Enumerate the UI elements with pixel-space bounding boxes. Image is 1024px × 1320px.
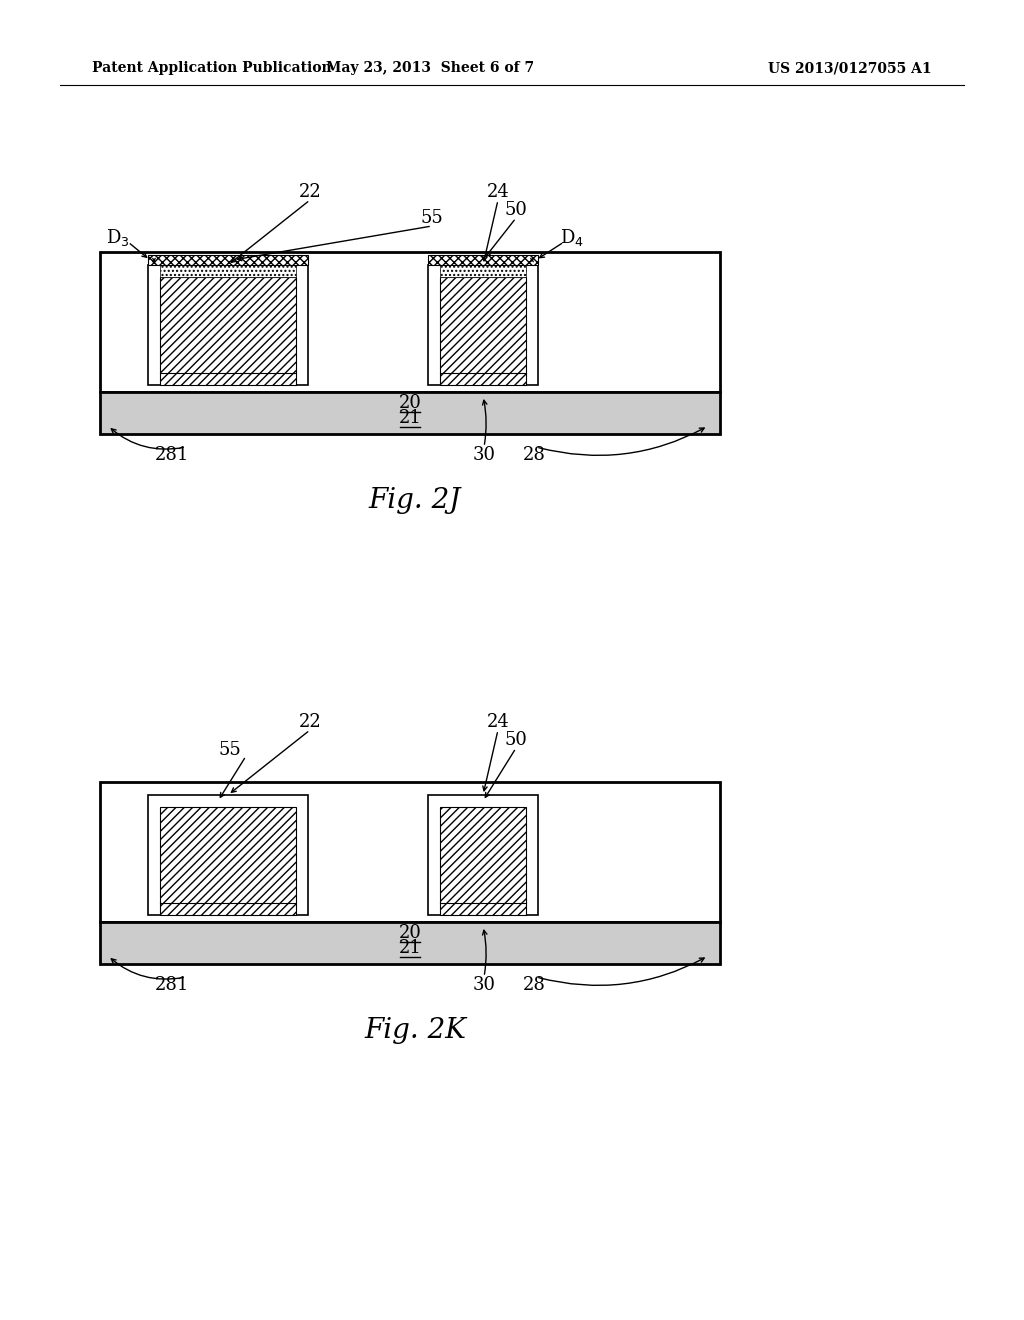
Text: 55: 55 <box>421 209 443 227</box>
Bar <box>440 277 526 385</box>
Bar <box>428 255 538 265</box>
Text: 22: 22 <box>299 183 322 201</box>
Bar <box>428 265 538 385</box>
Text: D$_4$: D$_4$ <box>560 227 584 248</box>
Text: 281: 281 <box>155 975 189 994</box>
Text: 30: 30 <box>472 446 496 465</box>
Text: 21: 21 <box>398 939 422 957</box>
Bar <box>160 265 296 277</box>
Bar <box>100 252 720 392</box>
Bar <box>428 795 538 915</box>
Bar <box>148 255 308 265</box>
Text: 28: 28 <box>522 975 546 994</box>
Text: 21: 21 <box>398 409 422 426</box>
Bar <box>160 277 296 385</box>
Text: Patent Application Publication: Patent Application Publication <box>92 61 332 75</box>
Text: 28: 28 <box>522 446 546 465</box>
Text: 24: 24 <box>486 183 509 201</box>
Text: 281: 281 <box>155 446 189 465</box>
Text: 50: 50 <box>505 201 527 219</box>
Bar <box>100 781 720 921</box>
Bar <box>440 807 526 915</box>
Bar <box>440 265 526 277</box>
Text: Fig. 2J: Fig. 2J <box>369 487 461 513</box>
Bar <box>148 265 308 385</box>
Bar <box>160 807 296 915</box>
Text: D$_3$: D$_3$ <box>106 227 130 248</box>
Text: 55: 55 <box>219 741 242 759</box>
Text: Fig. 2K: Fig. 2K <box>364 1016 466 1044</box>
Text: 20: 20 <box>398 393 422 412</box>
Text: 24: 24 <box>486 713 509 731</box>
Bar <box>148 795 308 915</box>
Text: 22: 22 <box>299 713 322 731</box>
Text: May 23, 2013  Sheet 6 of 7: May 23, 2013 Sheet 6 of 7 <box>326 61 535 75</box>
Text: 30: 30 <box>472 975 496 994</box>
Bar <box>100 392 720 434</box>
Bar <box>100 921 720 964</box>
Text: 50: 50 <box>505 731 527 748</box>
Text: 20: 20 <box>398 924 422 942</box>
Text: US 2013/0127055 A1: US 2013/0127055 A1 <box>768 61 932 75</box>
